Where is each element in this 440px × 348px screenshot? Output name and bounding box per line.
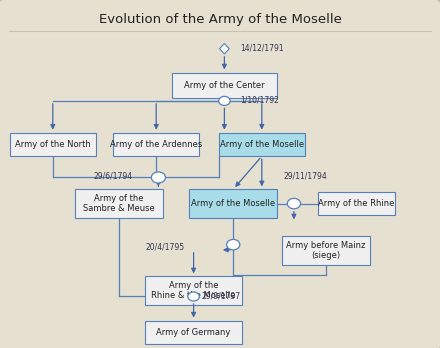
FancyBboxPatch shape — [282, 236, 370, 265]
FancyBboxPatch shape — [114, 133, 199, 156]
FancyBboxPatch shape — [318, 192, 395, 215]
FancyBboxPatch shape — [219, 133, 304, 156]
Text: Army of the Ardennes: Army of the Ardennes — [110, 140, 202, 149]
Text: 29/11/1794: 29/11/1794 — [284, 172, 327, 181]
Text: Army of the
Rhine & the Moselle: Army of the Rhine & the Moselle — [151, 281, 236, 300]
Text: 29/9/1797: 29/9/1797 — [201, 292, 240, 301]
Text: Army of Germany: Army of Germany — [156, 328, 231, 337]
FancyBboxPatch shape — [145, 276, 242, 305]
Circle shape — [151, 172, 165, 183]
Text: Army of the Moselle: Army of the Moselle — [220, 140, 304, 149]
Text: Army of the Rhine: Army of the Rhine — [318, 199, 395, 208]
Text: Army of the Center: Army of the Center — [184, 81, 265, 90]
FancyBboxPatch shape — [145, 321, 242, 344]
Polygon shape — [220, 44, 229, 54]
Circle shape — [227, 239, 240, 250]
FancyBboxPatch shape — [10, 133, 96, 156]
Circle shape — [287, 198, 301, 209]
FancyBboxPatch shape — [172, 73, 277, 98]
Text: 20/4/1795: 20/4/1795 — [145, 243, 184, 252]
Text: 29/6/1794: 29/6/1794 — [94, 172, 133, 181]
Text: Army before Mainz
(siege): Army before Mainz (siege) — [286, 241, 365, 260]
FancyBboxPatch shape — [75, 189, 163, 218]
FancyBboxPatch shape — [189, 189, 277, 218]
Text: Evolution of the Army of the Moselle: Evolution of the Army of the Moselle — [99, 13, 341, 26]
Text: 14/12/1791: 14/12/1791 — [240, 44, 283, 53]
Circle shape — [219, 96, 230, 105]
Text: Army of the
Sambre & Meuse: Army of the Sambre & Meuse — [83, 194, 155, 213]
Text: Army of the North: Army of the North — [15, 140, 91, 149]
Text: 1/10/1792: 1/10/1792 — [240, 95, 279, 104]
Circle shape — [188, 292, 199, 301]
Text: Army of the Moselle: Army of the Moselle — [191, 199, 275, 208]
